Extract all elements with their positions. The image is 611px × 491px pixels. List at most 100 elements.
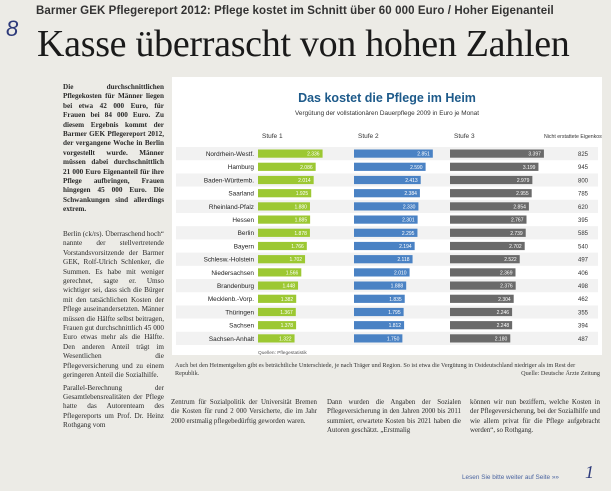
chart-title: Das kostet die Pflege im Heim	[298, 91, 476, 105]
chart-caption: Auch bei den Heimentgelten gibt es beträ…	[175, 362, 600, 379]
extra-value: 585	[578, 231, 589, 237]
legend-label: Stufe 1	[262, 133, 283, 140]
bar-value-label: 2.979	[517, 178, 530, 184]
category-label: Hessen	[232, 217, 254, 224]
bar-value-label: 1.766	[291, 244, 304, 250]
bar-value-label: 2.304	[498, 297, 511, 303]
extra-value: 785	[578, 192, 589, 198]
extra-value: 355	[578, 310, 589, 316]
pflege-chart: Das kostet die Pflege im Heim Vergütung …	[172, 77, 602, 355]
bar-value-label: 3.199	[523, 165, 536, 171]
handwritten-mark: 1	[585, 462, 594, 482]
bar-stufe-2	[354, 255, 413, 264]
bar-stufe-1	[258, 334, 295, 343]
bar-value-label: 1.878	[294, 231, 307, 237]
bar-stufe-3	[450, 334, 511, 343]
bar-stufe-1	[258, 307, 296, 317]
bar-value-label: 1.367	[280, 310, 293, 316]
chart-plot: Stufe 1 Stufe 2 Stufe 3 Nicht erstattete Ei…	[176, 133, 602, 355]
category-label: Niedersachsen	[211, 270, 254, 277]
bar-value-label: 2.295	[402, 231, 415, 237]
category-label: Nordrhein-Westf.	[206, 151, 254, 158]
bar-value-label: 2.118	[397, 257, 409, 263]
chart-source: Quellen: Pflegestatistik	[258, 350, 307, 355]
category-label: Sachsen-Anhalt	[209, 336, 254, 343]
bar-value-label: 1.925	[296, 191, 309, 197]
left-body-column: Berlin (ck/rs). Überraschend hoch“ nannt…	[63, 230, 164, 434]
bar-stufe-2	[354, 175, 421, 185]
bar-stufe-1	[258, 149, 323, 158]
bar-value-label: 2.854	[513, 204, 526, 210]
extra-value: 825	[578, 152, 589, 158]
margin-mark: 8	[6, 16, 19, 41]
bottom-column-3: können wir nun beziffern, welche Kosten …	[470, 399, 600, 435]
bar-stufe-3	[450, 215, 527, 224]
headline: Kasse überrascht von hohen Zahlen	[37, 23, 570, 65]
bar-value-label: 2.180	[495, 336, 508, 342]
bar-value-label: 2.369	[500, 270, 513, 276]
caption-credit: Quelle: Deutsche Ärzte Zeitung	[521, 370, 600, 378]
category-label: Brandenburg	[217, 283, 254, 290]
bar-value-label: 2.384	[404, 191, 417, 197]
bar-value-label: 2.767	[511, 218, 524, 224]
caption-text: Auch bei den Heimentgelten gibt es beträ…	[175, 362, 576, 378]
bar-stufe-3	[450, 255, 520, 264]
bar-value-label: 1.812	[389, 323, 402, 329]
body-paragraph-1: Berlin (ck/rs). Überraschend hoch“ nannt…	[63, 230, 164, 380]
bar-value-label: 2.010	[394, 270, 407, 276]
bar-value-label: 2.336	[307, 152, 320, 158]
bar-stufe-1	[258, 294, 297, 303]
extra-value: 487	[578, 337, 589, 343]
bar-value-label: 2.739	[510, 231, 523, 237]
bar-value-label: 2.194	[399, 244, 412, 250]
intro-paragraph: Die durchschnittlichen Pflegekosten für …	[63, 83, 164, 218]
category-label: Mecklenb.-Vorp.	[208, 296, 254, 303]
category-label: Hamburg	[228, 164, 255, 171]
bar-value-label: 1.835	[389, 297, 402, 303]
bar-value-label: 1.382	[281, 297, 294, 303]
bar-value-label: 2.413	[405, 178, 418, 184]
bar-stufe-3	[450, 294, 514, 303]
intro-text: Die durchschnittlichen Pflegekosten für …	[63, 83, 164, 214]
extra-value: 406	[578, 271, 589, 277]
continue-note: Lesen Sie bitte weiter auf Seite »»	[462, 474, 559, 481]
bar-stufe-1	[258, 175, 314, 185]
bar-value-label: 1.322	[279, 336, 292, 342]
bar-stufe-1	[258, 215, 311, 224]
category-label: Sachsen	[229, 323, 254, 330]
body-paragraph-2: Parallel-Berechnung der Gesamtlebensreal…	[63, 383, 164, 430]
bar-value-label: 1.702	[290, 257, 303, 263]
bar-stufe-3	[450, 189, 532, 198]
bar-stufe-2	[354, 307, 404, 317]
bar-stufe-2	[354, 228, 418, 237]
extra-value: 497	[578, 258, 589, 264]
bottom-column-2: Dann wurden die Angaben der Sozialen Pfl…	[327, 399, 461, 435]
bar-value-label: 2.246	[497, 310, 510, 316]
bar-stufe-3	[450, 202, 529, 211]
bar-stufe-2	[354, 241, 415, 251]
bar-value-label: 2.376	[500, 284, 513, 290]
bottom-column-1: Zentrum für Sozialpolitik der Universitä…	[171, 399, 317, 425]
bar-stufe-2	[354, 162, 426, 171]
bar-value-label: 2.590	[410, 165, 423, 171]
bar-value-label: 3.397	[528, 152, 541, 158]
bar-stufe-1	[258, 202, 310, 211]
bar-stufe-3	[450, 321, 513, 330]
bar-value-label: 1.880	[294, 204, 307, 210]
extra-value: 800	[578, 178, 589, 184]
bar-value-label: 1.888	[391, 284, 404, 290]
extra-value: 498	[578, 284, 589, 290]
bar-stufe-3	[450, 241, 525, 251]
bar-stufe-3	[450, 281, 516, 290]
category-label: Schlesw.-Holstein	[204, 257, 255, 264]
bar-stufe-3	[450, 149, 544, 158]
bar-stufe-1	[258, 268, 302, 277]
bar-stufe-3	[450, 162, 539, 171]
chart-subtitle: Vergütung der vollstationären Dauerpfleg…	[294, 110, 480, 117]
bar-stufe-1	[258, 189, 312, 198]
extra-value: 462	[578, 297, 589, 303]
bar-value-label: 2.014	[298, 178, 311, 184]
bar-value-label: 1.750	[387, 336, 400, 342]
bar-value-label: 2.955	[516, 191, 529, 197]
bar-value-label: 2.301	[402, 218, 415, 224]
